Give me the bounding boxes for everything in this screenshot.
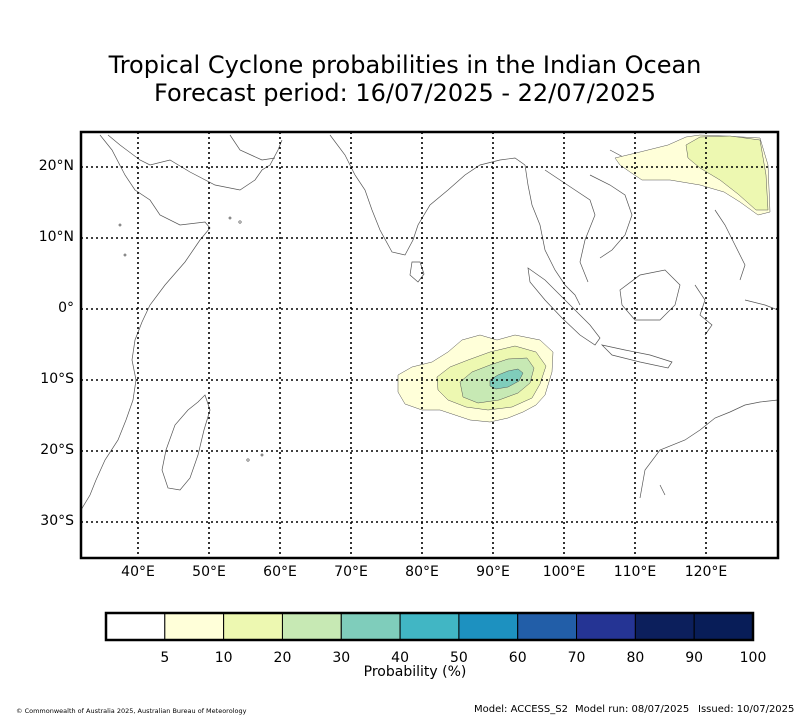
colorbar-swatch	[517, 612, 578, 641]
chart-title: Tropical Cyclone probabilities in the In…	[108, 51, 702, 79]
copyright-text: © Commonwealth of Australia 2025, Austra…	[16, 707, 247, 715]
colorbar-swatch	[458, 612, 519, 641]
latitude-label: 20°S	[40, 442, 74, 458]
issued-date: Issued: 10/07/2025	[698, 704, 795, 715]
model-run-date: Model run: 08/07/2025	[575, 704, 690, 715]
latitude-label: 10°S	[40, 371, 74, 387]
colorbar-swatch	[576, 612, 636, 641]
coastlines	[81, 134, 778, 511]
colorbar-swatch	[105, 612, 166, 641]
colorbar-tick-label: 80	[626, 650, 645, 666]
longitude-label: 60°E	[263, 564, 297, 580]
map-frame	[79, 130, 780, 560]
forecast-period: Forecast period: 16/07/2025 - 22/07/2025	[154, 79, 656, 107]
graticule	[81, 132, 778, 558]
longitude-label: 40°E	[121, 564, 155, 580]
longitude-label: 120°E	[684, 564, 728, 580]
longitude-label: 70°E	[334, 564, 368, 580]
colorbar-tick-label: 60	[508, 650, 527, 666]
longitude-label: 80°E	[405, 564, 439, 580]
latitude-label: 30°S	[40, 513, 74, 529]
colorbar-tick-label: 30	[332, 650, 351, 666]
colorbar-tick-label: 40	[391, 650, 409, 666]
latitude-label: 0°	[58, 300, 74, 316]
longitude-label: 90°E	[476, 564, 510, 580]
colorbar-swatch	[164, 612, 225, 641]
colorbar-tick-label: 100	[739, 650, 767, 666]
map-area	[81, 132, 778, 558]
colorbar-tick-label: 5	[160, 650, 170, 666]
colorbar-swatch	[281, 612, 342, 641]
colorbar	[104, 611, 755, 642]
probability-contours-north	[614, 134, 771, 216]
colorbar-tick-label: 90	[685, 650, 704, 666]
colorbar-swatch	[693, 612, 754, 641]
colorbar-swatch	[340, 612, 401, 641]
colorbar-tick-label: 70	[567, 650, 586, 666]
colorbar-tick-label: 10	[214, 650, 233, 666]
colorbar-frame	[104, 611, 755, 642]
longitude-label: 50°E	[192, 564, 226, 580]
colorbar-swatch	[223, 612, 283, 641]
colorbar-title: Probability (%)	[363, 664, 467, 680]
colorbar-tick-label: 50	[449, 650, 468, 666]
latitude-label: 10°N	[38, 229, 74, 245]
colorbar-tick-label: 20	[273, 650, 292, 666]
colorbar-swatch	[634, 612, 695, 641]
longitude-label: 110°E	[613, 564, 657, 580]
colorbar-swatch	[399, 612, 460, 641]
latitude-label: 20°N	[38, 158, 74, 174]
longitude-label: 100°E	[542, 564, 586, 580]
model-name: Model: ACCESS_S2	[474, 704, 568, 715]
